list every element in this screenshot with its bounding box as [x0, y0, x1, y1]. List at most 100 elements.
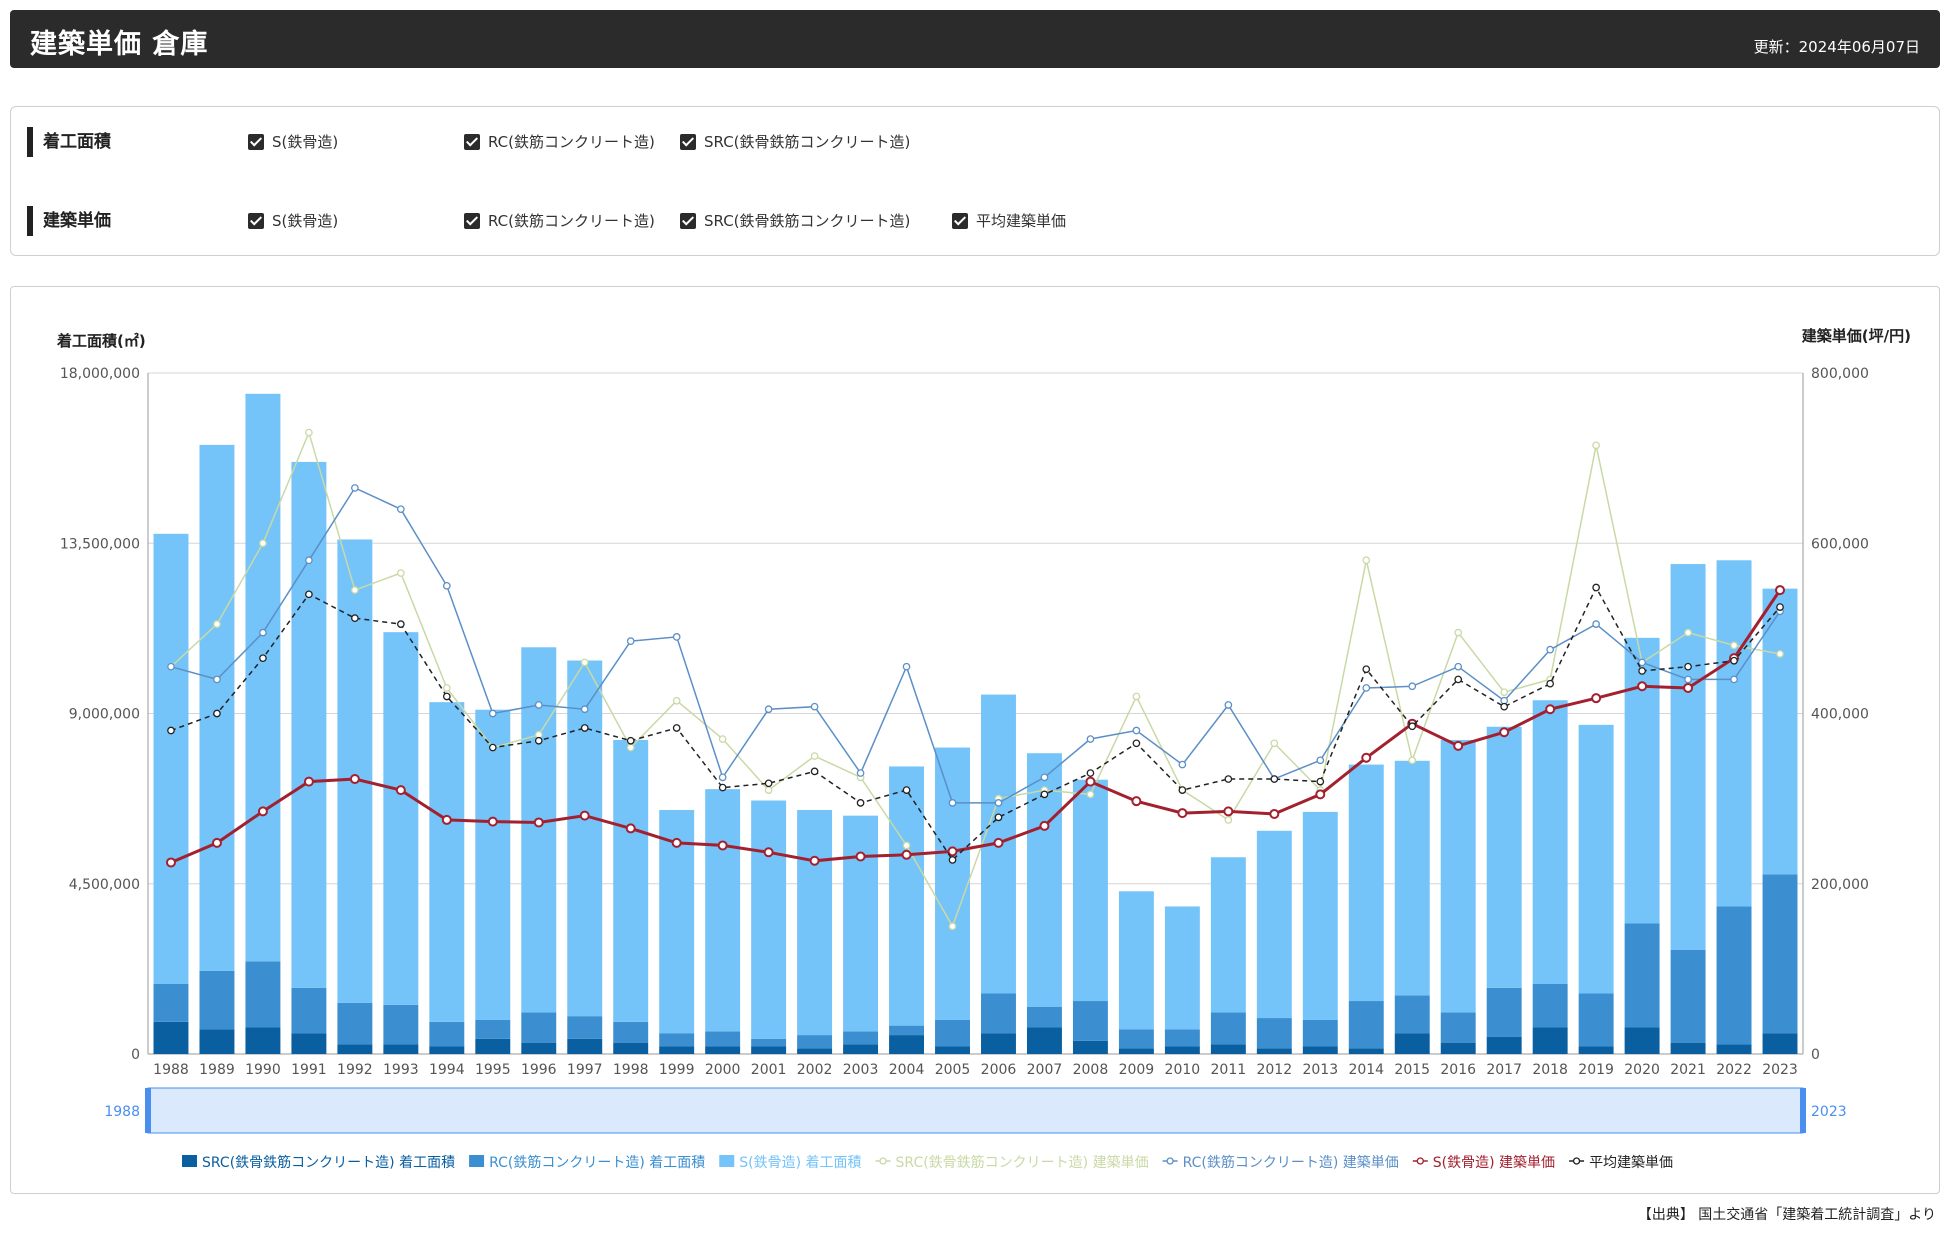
bar-s[interactable] — [153, 533, 189, 985]
point-rc-price[interactable] — [1638, 658, 1646, 667]
bar-s[interactable] — [935, 747, 970, 1020]
point-src-price[interactable] — [948, 922, 957, 931]
bar-src[interactable] — [1486, 1036, 1522, 1054]
point-s-price[interactable] — [993, 837, 1004, 848]
bar-s[interactable] — [383, 632, 419, 1005]
bar-rc[interactable] — [153, 984, 189, 1022]
point-s-price[interactable] — [487, 816, 498, 827]
point-s-price[interactable] — [1637, 681, 1648, 692]
point-s-price[interactable] — [165, 857, 176, 868]
point-rc-price[interactable] — [351, 484, 359, 492]
point-s-price[interactable] — [1269, 808, 1280, 819]
point-average-price[interactable] — [213, 709, 221, 718]
legend-swatch[interactable] — [719, 1155, 735, 1167]
bar-rc[interactable] — [1670, 949, 1706, 1043]
point-rc-price[interactable] — [1316, 756, 1325, 765]
point-src-price[interactable] — [351, 586, 359, 594]
bar-rc[interactable] — [797, 1035, 833, 1049]
bar-rc[interactable] — [567, 1016, 603, 1039]
point-s-price[interactable] — [1361, 752, 1372, 763]
checkbox-area-s[interactable]: S(鉄骨造) — [248, 130, 338, 154]
bar-src[interactable] — [1026, 1027, 1062, 1054]
point-s-price[interactable] — [1223, 806, 1234, 817]
point-average-price[interactable] — [167, 726, 175, 735]
point-src-price[interactable] — [1132, 692, 1141, 701]
point-s-price[interactable] — [349, 774, 360, 785]
point-average-price[interactable] — [1040, 790, 1049, 799]
bar-rc[interactable] — [659, 1033, 695, 1047]
bar-src[interactable] — [659, 1046, 695, 1054]
bar-rc[interactable] — [705, 1031, 741, 1047]
point-s-price[interactable] — [395, 785, 406, 796]
point-src-price[interactable] — [1270, 739, 1279, 748]
bar-src[interactable] — [383, 1044, 419, 1054]
bar-rc[interactable] — [291, 987, 327, 1034]
point-rc-price[interactable] — [1178, 760, 1187, 769]
point-src-price[interactable] — [626, 743, 635, 752]
bar-s[interactable] — [1532, 700, 1568, 985]
bar-rc[interactable] — [1072, 1001, 1108, 1041]
point-average-price[interactable] — [1178, 786, 1187, 794]
bar-s[interactable] — [1762, 588, 1798, 875]
bar-rc[interactable] — [1256, 1018, 1292, 1049]
legend-swatch[interactable] — [182, 1155, 197, 1167]
bar-src[interactable] — [199, 1029, 235, 1054]
bar-src[interactable] — [1624, 1027, 1660, 1054]
point-src-price[interactable] — [1224, 816, 1233, 824]
point-rc-price[interactable] — [1408, 682, 1417, 691]
bar-src[interactable] — [1210, 1044, 1246, 1054]
bar-src[interactable] — [705, 1046, 741, 1054]
point-rc-price[interactable] — [1454, 662, 1463, 671]
checkbox-price-src[interactable]: SRC(鉄骨鉄筋コンクリート造) — [680, 209, 910, 233]
bar-rc[interactable] — [935, 1019, 970, 1047]
point-average-price[interactable] — [1730, 656, 1738, 665]
bar-s[interactable] — [843, 815, 879, 1032]
bar-src[interactable] — [1762, 1033, 1798, 1054]
checkbox-price-rc[interactable]: RC(鉄筋コンクリート造) — [464, 209, 655, 233]
point-s-price[interactable] — [625, 823, 636, 834]
bar-src[interactable] — [1164, 1046, 1200, 1054]
bar-rc[interactable] — [1762, 874, 1798, 1034]
bar-src[interactable] — [1072, 1040, 1108, 1054]
point-src-price[interactable] — [1408, 756, 1417, 765]
point-rc-price[interactable] — [718, 773, 727, 782]
point-s-price[interactable] — [809, 855, 820, 866]
point-rc-price[interactable] — [442, 581, 451, 590]
bar-src[interactable] — [1440, 1042, 1476, 1054]
point-s-price[interactable] — [1085, 776, 1096, 787]
bar-rc[interactable] — [383, 1004, 419, 1045]
bar-rc[interactable] — [199, 970, 235, 1030]
bar-s[interactable] — [245, 393, 281, 962]
bar-s[interactable] — [1118, 891, 1154, 1030]
bar-s[interactable] — [1624, 637, 1660, 924]
bar-s[interactable] — [1578, 724, 1614, 994]
bar-rc[interactable] — [1440, 1012, 1476, 1043]
range-handle-left[interactable] — [145, 1088, 151, 1133]
bar-s[interactable] — [1440, 739, 1476, 1013]
point-s-price[interactable] — [1315, 789, 1326, 800]
point-s-price[interactable] — [1039, 820, 1050, 831]
point-average-price[interactable] — [1592, 583, 1600, 592]
point-rc-price[interactable] — [1592, 620, 1600, 628]
legend-marker[interactable] — [1416, 1157, 1424, 1165]
point-average-price[interactable] — [1500, 702, 1509, 711]
point-src-price[interactable] — [1776, 650, 1784, 658]
bar-rc[interactable] — [337, 1002, 373, 1045]
checkbox-price-average[interactable]: 平均建築単価 — [952, 209, 1066, 233]
point-average-price[interactable] — [259, 654, 267, 663]
bar-src[interactable] — [521, 1042, 557, 1054]
bar-src[interactable] — [245, 1027, 281, 1054]
point-rc-price[interactable] — [259, 628, 267, 637]
point-rc-price[interactable] — [764, 705, 773, 714]
bar-src[interactable] — [843, 1044, 879, 1054]
checkbox-area-rc[interactable]: RC(鉄筋コンクリート造) — [464, 130, 655, 154]
point-s-price[interactable] — [303, 776, 314, 787]
bar-src[interactable] — [1348, 1048, 1384, 1054]
bar-src[interactable] — [613, 1042, 649, 1054]
point-s-price[interactable] — [855, 851, 866, 862]
point-src-price[interactable] — [213, 620, 221, 628]
point-src-price[interactable] — [259, 539, 267, 548]
legend-marker[interactable] — [879, 1157, 887, 1165]
point-s-price[interactable] — [1545, 704, 1556, 715]
point-rc-price[interactable] — [167, 662, 175, 671]
